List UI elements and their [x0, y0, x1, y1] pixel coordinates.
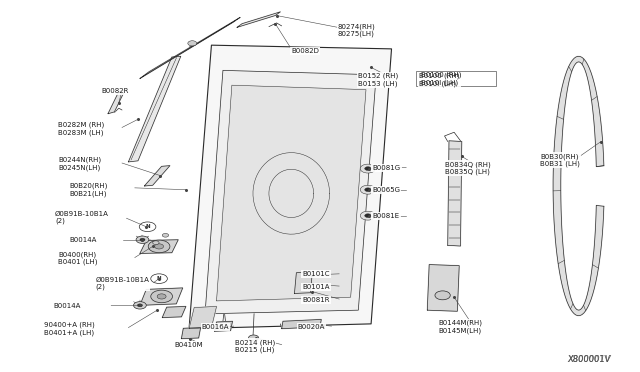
- Text: Ø0B91B-10B1A
(2): Ø0B91B-10B1A (2): [55, 211, 109, 224]
- Polygon shape: [189, 45, 392, 329]
- Circle shape: [136, 236, 149, 243]
- Polygon shape: [145, 166, 170, 186]
- Circle shape: [151, 274, 168, 283]
- Circle shape: [360, 211, 376, 220]
- Text: X800001V: X800001V: [568, 355, 612, 364]
- Polygon shape: [189, 307, 216, 329]
- Circle shape: [163, 234, 169, 237]
- Text: B0014A: B0014A: [70, 237, 97, 244]
- Text: 90400+A (RH)
B0401+A (LH): 90400+A (RH) B0401+A (LH): [44, 322, 95, 336]
- Text: B0065G: B0065G: [372, 187, 401, 193]
- Text: B0016A: B0016A: [202, 324, 229, 330]
- Circle shape: [365, 188, 371, 192]
- Circle shape: [138, 304, 143, 307]
- Text: N: N: [157, 276, 161, 281]
- Circle shape: [153, 241, 159, 244]
- Text: B0081E: B0081E: [372, 214, 399, 219]
- Text: B0834Q (RH)
B0835Q (LH): B0834Q (RH) B0835Q (LH): [445, 161, 490, 175]
- Polygon shape: [181, 328, 200, 339]
- Circle shape: [365, 167, 371, 170]
- FancyBboxPatch shape: [416, 71, 495, 86]
- Circle shape: [360, 185, 376, 194]
- Polygon shape: [108, 90, 125, 114]
- Text: B0214 (RH)
B0215 (LH): B0214 (RH) B0215 (LH): [235, 339, 275, 353]
- Polygon shape: [140, 17, 240, 78]
- Polygon shape: [294, 272, 312, 294]
- Text: B0081G: B0081G: [372, 165, 401, 171]
- Text: B0100 (RH)
B010I (LH): B0100 (RH) B010I (LH): [419, 73, 460, 87]
- Circle shape: [360, 164, 376, 173]
- Text: B0282M (RH)
B0283M (LH): B0282M (RH) B0283M (LH): [58, 122, 104, 135]
- Text: B0B20(RH)
B0B21(LH): B0B20(RH) B0B21(LH): [70, 183, 108, 197]
- Text: B0082D: B0082D: [291, 48, 319, 54]
- Polygon shape: [282, 320, 321, 329]
- Text: B0244N(RH)
B0245N(LH): B0244N(RH) B0245N(LH): [58, 157, 101, 171]
- Circle shape: [157, 294, 166, 299]
- Text: N: N: [145, 224, 150, 229]
- Text: 80274(RH)
80275(LH): 80274(RH) 80275(LH): [338, 23, 376, 37]
- Polygon shape: [163, 307, 186, 318]
- Polygon shape: [553, 56, 604, 316]
- Circle shape: [148, 240, 170, 253]
- Circle shape: [140, 238, 145, 241]
- Polygon shape: [129, 56, 180, 162]
- Polygon shape: [237, 12, 280, 28]
- Circle shape: [188, 41, 196, 46]
- Polygon shape: [214, 321, 232, 331]
- Circle shape: [140, 222, 156, 232]
- Circle shape: [248, 335, 259, 341]
- Text: B0410M: B0410M: [174, 342, 203, 348]
- Polygon shape: [428, 264, 460, 311]
- Text: B0082R: B0082R: [102, 88, 129, 94]
- Text: B0B30(RH)
B0B31 (LH): B0B30(RH) B0B31 (LH): [540, 153, 580, 167]
- Text: B0020A: B0020A: [298, 324, 325, 330]
- Polygon shape: [205, 70, 376, 314]
- Text: B0014A: B0014A: [54, 304, 81, 310]
- Polygon shape: [448, 141, 462, 246]
- Text: B0152 (RH)
B0153 (LH): B0152 (RH) B0153 (LH): [358, 73, 399, 87]
- Text: B0400(RH)
B0401 (LH): B0400(RH) B0401 (LH): [58, 251, 98, 265]
- Polygon shape: [216, 85, 366, 301]
- Text: Ø0B91B-10B1A
(2): Ø0B91B-10B1A (2): [95, 277, 149, 290]
- Circle shape: [365, 214, 371, 218]
- Polygon shape: [140, 240, 178, 253]
- Polygon shape: [140, 288, 182, 305]
- Circle shape: [155, 244, 164, 249]
- Text: B0144M(RH)
B0145M(LH): B0144M(RH) B0145M(LH): [438, 320, 482, 334]
- Text: B0081R: B0081R: [302, 297, 330, 303]
- Circle shape: [151, 290, 173, 303]
- Circle shape: [134, 302, 147, 309]
- Text: X800001V: X800001V: [568, 355, 611, 364]
- Circle shape: [435, 291, 451, 300]
- Text: B0100 (RH)
B010I (LH): B0100 (RH) B010I (LH): [421, 71, 461, 86]
- Text: B0101A: B0101A: [302, 284, 330, 290]
- Text: B0101C: B0101C: [302, 271, 330, 277]
